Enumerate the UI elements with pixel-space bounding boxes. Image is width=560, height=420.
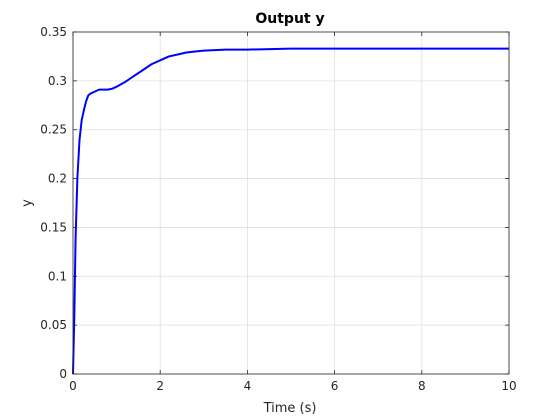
axis-ticks: 0 2 4 6 8 10 0 0.05 0.1 0.15 0.2 0.25 0.3 0.35 [40,25,516,393]
x-tick-label: 4 [244,379,252,393]
grid [72,31,510,375]
x-axis-label: Time (s) [263,401,317,416]
x-tick-label: 6 [331,379,339,393]
chart-title: Output y [255,11,324,27]
x-tick-label: 2 [156,379,164,393]
x-tick-label: 8 [418,379,426,393]
series-line [72,47,509,375]
y-tick-label: 0.25 [40,123,67,137]
y-tick-label: 0.05 [40,318,67,332]
y-tick-label: 0.3 [48,74,67,88]
plot-area-border [72,31,510,375]
y-axis-label: y [20,199,35,207]
x-tick-label: 0 [69,379,77,393]
y-tick-label: 0.15 [40,220,67,234]
x-tick-label: 10 [501,379,516,393]
y-tick-label: 0 [59,367,67,381]
y-tick-label: 0.2 [48,172,67,186]
y-tick-label: 0.35 [40,25,67,39]
y-tick-label: 0.1 [48,269,67,283]
series-layer [72,47,509,375]
